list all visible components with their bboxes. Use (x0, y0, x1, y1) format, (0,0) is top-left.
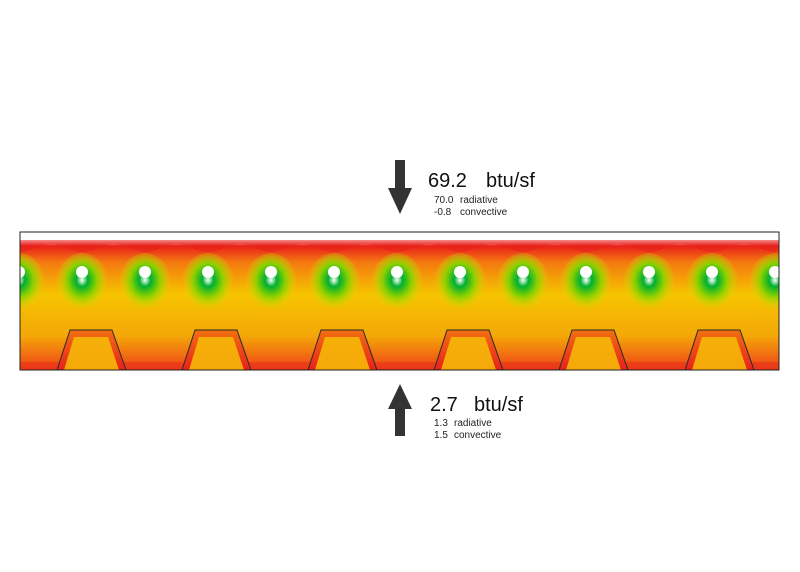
deck-rib-void (441, 337, 496, 370)
bottom-radiative-value: 1.3 (434, 418, 448, 429)
tube-cool-zone (308, 253, 360, 313)
tube-cool-zone (749, 253, 779, 313)
tube-cool-zone (497, 253, 549, 313)
deck-rib-void (692, 337, 747, 370)
tube-section (328, 266, 340, 278)
top-convective-label: convective (460, 207, 508, 218)
bottom-convective-value: 1.5 (434, 430, 448, 441)
concrete-slab (19, 231, 780, 371)
tube-section (580, 266, 592, 278)
top-radiative-value: 70.0 (434, 195, 454, 206)
tube-cool-zone (686, 253, 738, 313)
bottom-flux-group: 2.7 btu/sf 1.3 radiative 1.5 convective (388, 384, 523, 441)
tube-section (769, 266, 779, 278)
tube-section (706, 266, 718, 278)
bottom-radiative-label: radiative (454, 418, 492, 429)
top-flux-total: 69.2 (428, 170, 467, 192)
tube-section (265, 266, 277, 278)
bottom-flux-unit: btu/sf (474, 394, 523, 416)
tube-cool-zone (560, 253, 612, 313)
top-flux-unit: btu/sf (486, 170, 535, 192)
tube-section (202, 266, 214, 278)
deck-rib-void (566, 337, 621, 370)
deck-rib-void (315, 337, 370, 370)
deck-bottom-band (20, 362, 779, 370)
bottom-convective-label: convective (454, 430, 502, 441)
surface-heat-band (20, 240, 779, 252)
slab-outline (19, 231, 780, 371)
tube-cool-zone (56, 253, 108, 313)
tube-cool-zone (119, 253, 171, 313)
tube-section (20, 266, 25, 278)
top-convective-value: -0.8 (434, 207, 452, 218)
tube-cool-zone (371, 253, 423, 313)
tube-section (76, 266, 88, 278)
metal-deck (20, 329, 779, 370)
top-radiative-label: radiative (460, 195, 498, 206)
tube-section (454, 266, 466, 278)
down-arrow-icon (388, 160, 412, 214)
tube-cool-zone (182, 253, 234, 313)
tube-section (517, 266, 529, 278)
tube-array (20, 240, 779, 313)
tube-cool-zone (245, 253, 297, 313)
tube-cool-zone (434, 253, 486, 313)
tube-section (643, 266, 655, 278)
deck-rib-void (64, 337, 119, 370)
deck-rib-void (189, 337, 244, 370)
top-flux-group: 69.2 btu/sf 70.0 radiative -0.8 convecti… (388, 160, 535, 218)
up-arrow-icon (388, 384, 412, 436)
bottom-flux-total: 2.7 (430, 394, 458, 416)
tube-cool-zone (623, 253, 675, 313)
tube-section (139, 266, 151, 278)
tube-cool-zone (20, 253, 45, 313)
tube-section (391, 266, 403, 278)
